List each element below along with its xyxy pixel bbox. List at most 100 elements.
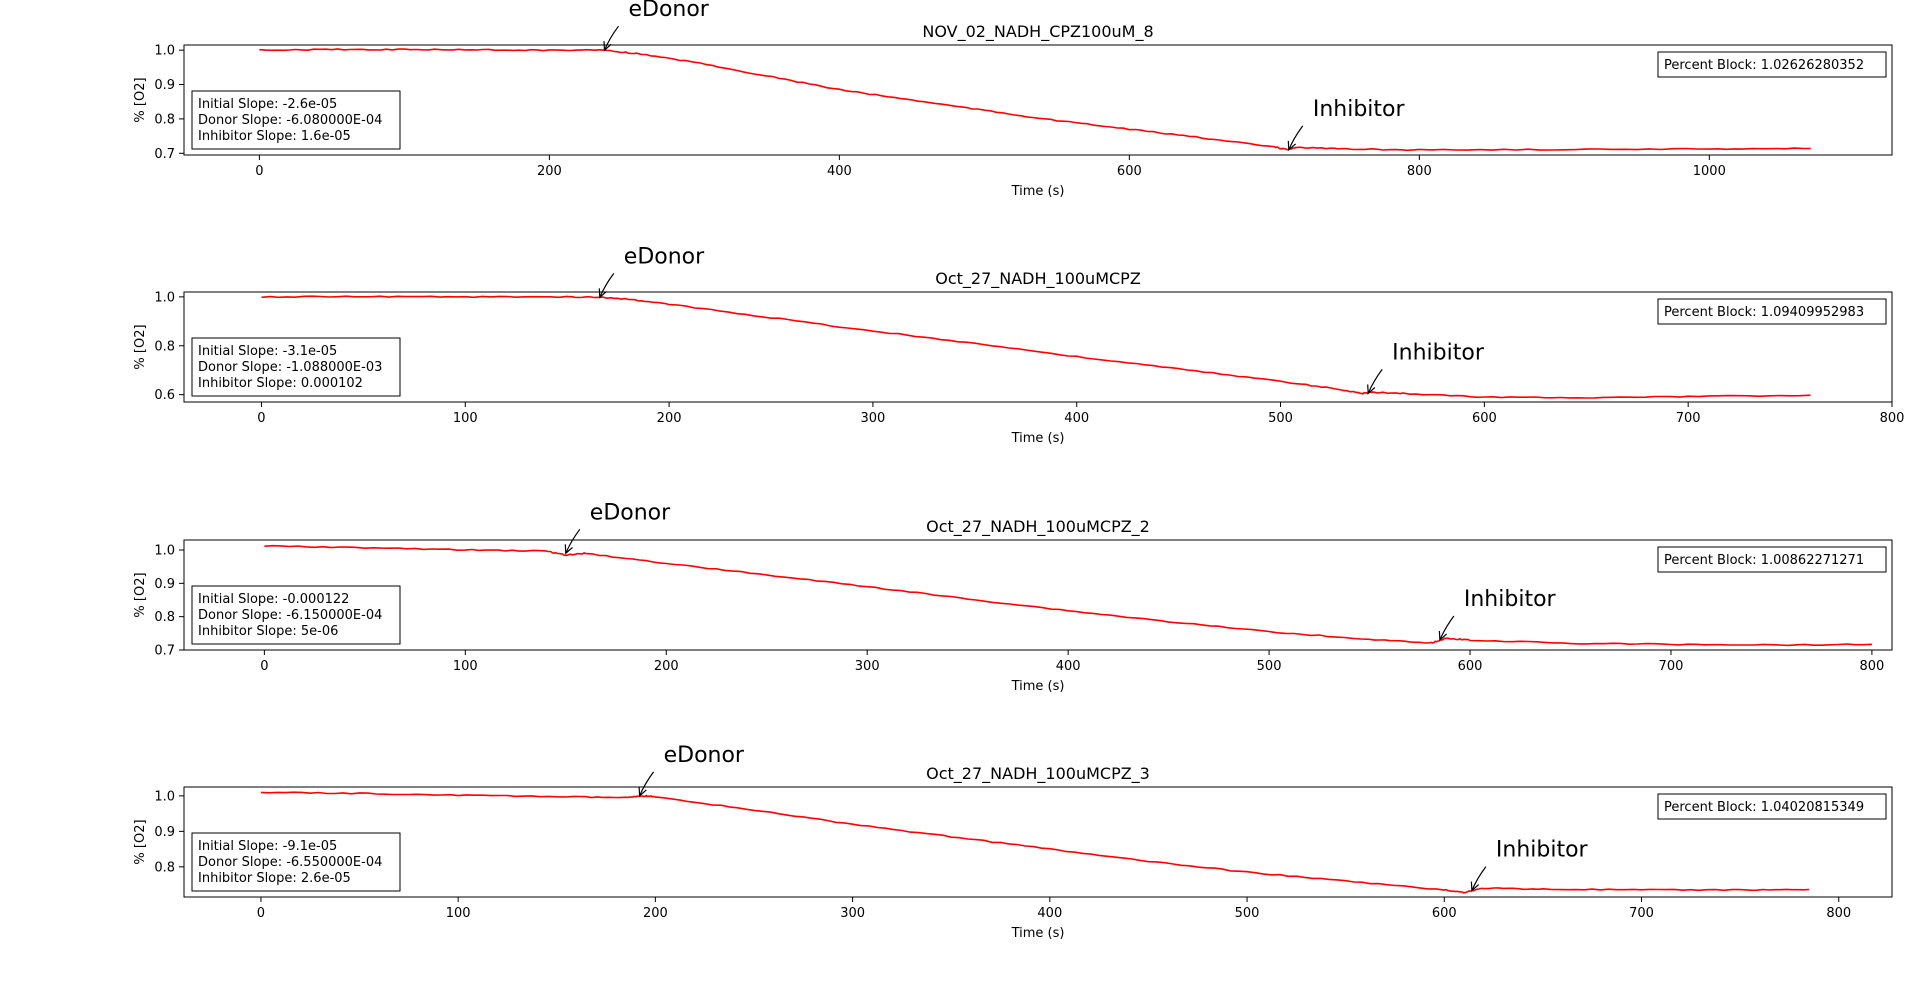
slope-stat-line: Initial Slope: -2.6e-05: [198, 97, 337, 112]
x-tick-label: 100: [446, 906, 471, 921]
x-tick-label: 1000: [1693, 164, 1726, 179]
x-axis-label: Time (s): [1011, 184, 1065, 199]
y-tick-label: 0.8: [154, 610, 175, 625]
x-tick-label: 400: [827, 164, 852, 179]
x-tick-label: 200: [537, 164, 562, 179]
inhibitor-annotation: Inhibitor: [1313, 97, 1406, 122]
subplot-title: Oct_27_NADH_100uMCPZ_2: [926, 517, 1150, 537]
slope-stat-line: Initial Slope: -9.1e-05: [198, 839, 337, 854]
x-tick-label: 300: [855, 659, 880, 674]
slope-stats-box: [191, 90, 401, 150]
slope-stat-line: Inhibitor Slope: 2.6e-05: [198, 871, 351, 886]
percent-block-box: [1657, 546, 1887, 573]
x-tick-label: 800: [1826, 906, 1851, 921]
y-tick-label: 1.0: [154, 544, 175, 559]
y-axis-label: % [O2]: [133, 77, 148, 122]
edonor-annotation: eDonor: [590, 500, 671, 525]
annotation-arrowhead: [1438, 630, 1448, 642]
plot-frame: [183, 786, 1893, 898]
annotation-arrowhead: [638, 786, 647, 798]
series-line: [260, 791, 1810, 894]
annotation-arrowhead: [1287, 140, 1296, 152]
x-tick-label: 600: [1472, 411, 1497, 426]
subplot-title: Oct_27_NADH_100uMCPZ: [935, 269, 1141, 289]
subplot-title: Oct_27_NADH_100uMCPZ_3: [926, 764, 1150, 784]
subplot-4: 0 100 200 300 400 500 600 700 800 0.8 0.9 1.0 Time (…: [133, 743, 1893, 941]
x-tick-label: 0: [257, 411, 265, 426]
slope-stat-line: Donor Slope: -6.150000E-04: [198, 608, 382, 623]
x-tick-label: 400: [1064, 411, 1089, 426]
plot-frame: [183, 291, 1893, 403]
x-tick-label: 0: [260, 659, 268, 674]
annotation-arrowhead: [1367, 384, 1376, 395]
x-tick-label: 400: [1037, 906, 1062, 921]
inhibitor-annotation: Inhibitor: [1392, 340, 1485, 365]
x-axis-label: Time (s): [1011, 431, 1065, 446]
slope-stat-line: Donor Slope: -6.550000E-04: [198, 855, 382, 870]
y-tick-label: 1.0: [154, 789, 175, 804]
slope-stat-line: Inhibitor Slope: 0.000102: [198, 376, 363, 391]
x-tick-label: 700: [1629, 906, 1654, 921]
annotation-arrow: [639, 771, 655, 797]
subplot-3: 0 100 200 300 400 500 600 700 800 0.7 0.8 0.9 1.0 Tim…: [133, 500, 1893, 694]
x-tick-label: 800: [1880, 411, 1905, 426]
y-tick-label: 1.0: [154, 290, 175, 305]
percent-block-box: [1657, 51, 1887, 78]
y-tick-label: 0.7: [154, 147, 175, 162]
x-tick-label: 300: [840, 906, 865, 921]
annotation-arrowhead: [1470, 881, 1480, 892]
annotation-arrow: [565, 528, 581, 554]
edonor-annotation: eDonor: [628, 0, 709, 22]
y-axis-label: % [O2]: [133, 324, 148, 369]
annotation-arrow: [1367, 369, 1383, 394]
x-tick-label: 500: [1235, 906, 1260, 921]
edonor-annotation: eDonor: [624, 244, 705, 269]
x-tick-label: 500: [1268, 411, 1293, 426]
y-tick-label: 0.9: [154, 577, 175, 592]
y-tick-label: 0.7: [154, 644, 175, 659]
y-axis-label: % [O2]: [133, 572, 148, 617]
x-tick-label: 100: [453, 659, 478, 674]
x-tick-label: 100: [453, 411, 478, 426]
percent-block-label: Percent Block: 1.09409952983: [1664, 305, 1864, 320]
series-line: [264, 544, 1872, 647]
percent-block-label: Percent Block: 1.02626280352: [1664, 58, 1864, 73]
x-tick-label: 500: [1257, 659, 1282, 674]
subplot-title: NOV_02_NADH_CPZ100uM_8: [922, 22, 1153, 42]
y-tick-label: 0.8: [154, 860, 175, 875]
x-tick-label: 800: [1407, 164, 1432, 179]
y-axis-label: % [O2]: [133, 819, 148, 864]
x-tick-label: 400: [1056, 659, 1081, 674]
annotation-arrowhead: [564, 544, 573, 555]
slope-stat-line: Initial Slope: -3.1e-05: [198, 344, 337, 359]
x-tick-label: 200: [657, 411, 682, 426]
y-tick-label: 0.8: [154, 339, 175, 354]
slope-stats-box: [191, 832, 401, 892]
x-tick-label: 600: [1117, 164, 1142, 179]
x-tick-label: 200: [643, 906, 668, 921]
y-tick-label: 0.9: [154, 78, 175, 93]
annotation-arrowhead: [598, 288, 607, 299]
x-tick-label: 700: [1659, 659, 1684, 674]
slope-stat-line: Donor Slope: -1.088000E-03: [198, 360, 382, 375]
percent-block-box: [1657, 793, 1887, 820]
inhibitor-annotation: Inhibitor: [1496, 838, 1589, 863]
subplot-1: 0 200 400 600 800 1000 0.7 0.8 0.9 1.0 Time (s) % […: [133, 0, 1893, 199]
y-tick-label: 0.6: [154, 388, 175, 403]
subplot-2: 0 100 200 300 400 500 600 700 800 0.6 0.8 1.0 Time (…: [133, 244, 1904, 446]
x-tick-label: 200: [654, 659, 679, 674]
plot-frame: [183, 44, 1893, 156]
x-axis-label: Time (s): [1011, 926, 1065, 941]
x-tick-label: 0: [255, 164, 263, 179]
x-tick-label: 800: [1859, 659, 1884, 674]
slope-stat-line: Donor Slope: -6.080000E-04: [198, 113, 382, 128]
slope-stat-line: Inhibitor Slope: 5e-06: [198, 624, 338, 639]
y-tick-label: 0.9: [154, 825, 175, 840]
y-tick-label: 0.8: [154, 112, 175, 127]
x-tick-label: 600: [1458, 659, 1483, 674]
edonor-annotation: eDonor: [664, 743, 745, 768]
slope-stats-box: [191, 585, 401, 645]
annotation-arrow: [1288, 125, 1304, 151]
y-tick-label: 1.0: [154, 44, 175, 59]
